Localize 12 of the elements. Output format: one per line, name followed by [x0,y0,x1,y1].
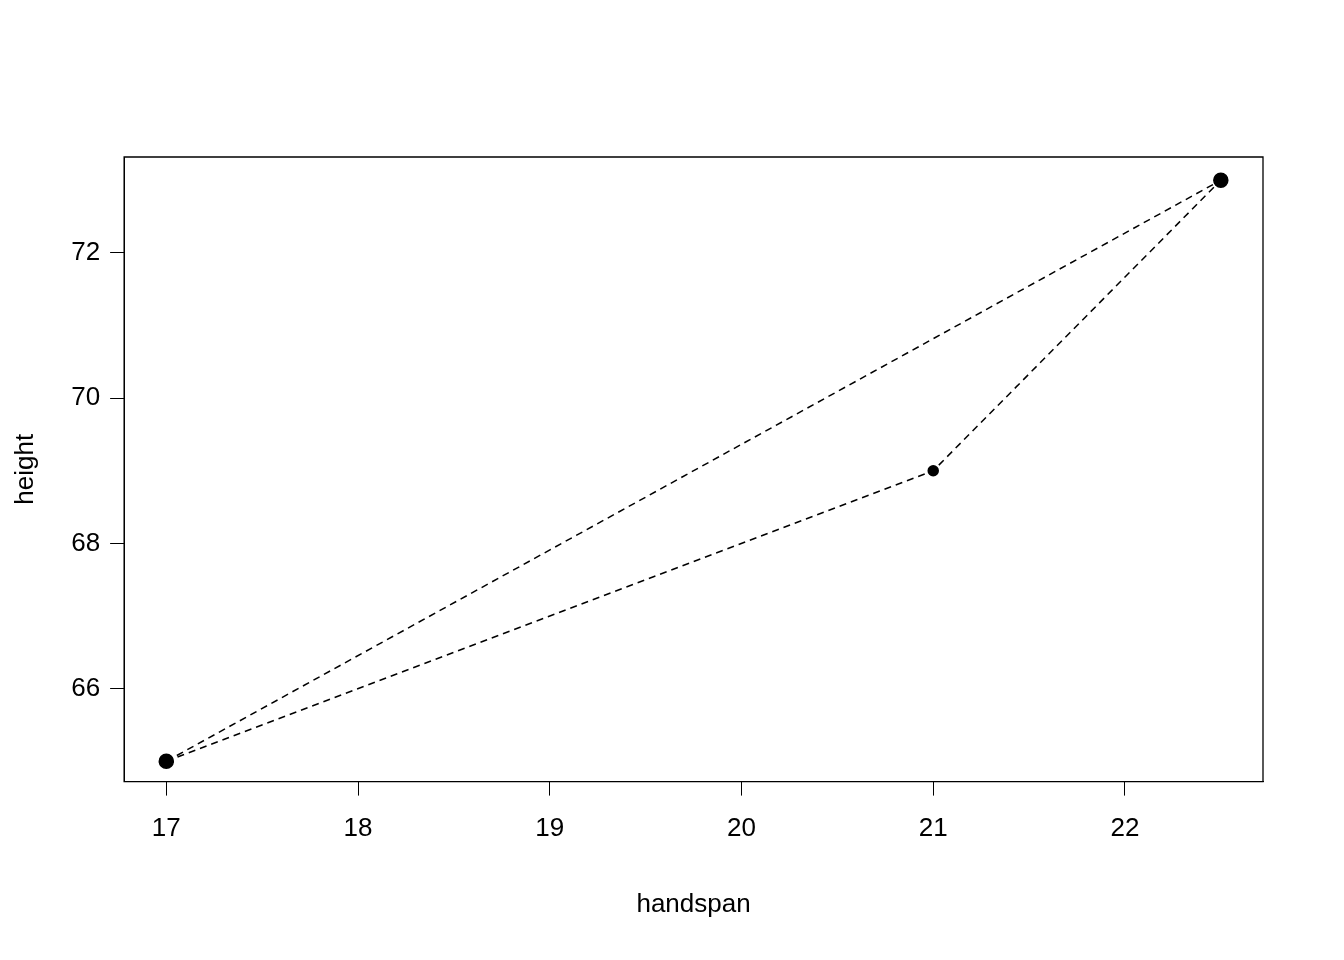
y-tick-label: 70 [71,381,101,412]
y-tick-label: 66 [71,671,101,702]
x-tick-label: 21 [918,812,948,843]
y-tick-label: 68 [71,526,101,557]
x-tick-label: 18 [343,812,373,843]
y-axis-title: height [8,433,39,505]
y-tick-label: 72 [71,236,101,267]
x-tick-label: 20 [727,812,756,843]
x-tick-label: 17 [151,812,181,843]
x-tick-label: 19 [535,812,565,843]
x-axis-title: handspan [636,887,751,918]
x-tick-label: 22 [1110,812,1140,843]
